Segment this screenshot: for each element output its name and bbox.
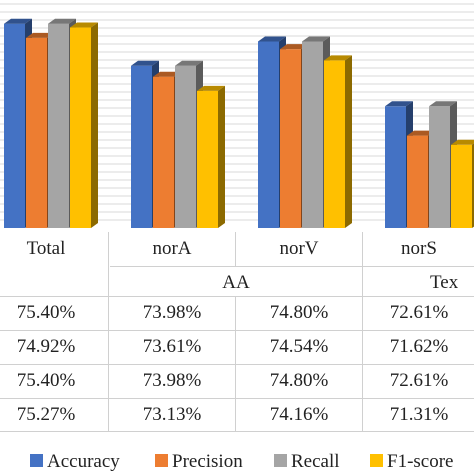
legend-label: Recall xyxy=(291,451,340,472)
bar-recall xyxy=(175,65,196,228)
bar-top-face xyxy=(26,32,54,38)
table-divider xyxy=(0,398,474,399)
bar-side-face xyxy=(218,85,225,228)
legend-label: Accuracy xyxy=(47,451,120,472)
table-divider xyxy=(0,296,474,297)
bar-top-face xyxy=(280,44,308,50)
table-cell: 71.62% xyxy=(389,336,449,357)
bar-precision xyxy=(407,135,428,228)
bar-top-face xyxy=(197,85,225,91)
table-column-divider xyxy=(235,296,236,432)
legend-label: F1-score xyxy=(387,451,454,472)
table-divider xyxy=(0,431,474,432)
bar-top-face xyxy=(131,60,159,66)
data-table: Total norA norV norS AA Tex 75.40% 73.98… xyxy=(0,232,474,432)
legend-swatch xyxy=(155,454,168,468)
table-cell: 73.13% xyxy=(142,404,202,425)
table-cell: 75.40% xyxy=(16,302,76,323)
table-cell: 74.80% xyxy=(269,370,329,391)
table-divider xyxy=(0,330,474,331)
table-cell: 74.54% xyxy=(269,336,329,357)
bar-f1-score xyxy=(451,144,472,228)
bar-f1-score xyxy=(70,27,91,229)
table-cell: 73.61% xyxy=(142,336,202,357)
bar-top-face xyxy=(4,18,32,24)
table-cell: 75.27% xyxy=(16,404,76,425)
table-column-divider xyxy=(235,232,236,266)
table-cell: 72.61% xyxy=(389,370,449,391)
category-label-nora: norA xyxy=(152,238,192,259)
bar-recall xyxy=(48,23,69,229)
group-label-tex: Tex xyxy=(430,272,459,293)
category-label-norv: norV xyxy=(279,238,319,259)
chart-plot-area xyxy=(0,3,474,229)
bar-recall xyxy=(429,106,450,228)
table-divider xyxy=(110,266,474,267)
bar-f1-score xyxy=(197,90,218,228)
bar-top-face xyxy=(70,22,98,28)
bar-precision xyxy=(280,49,301,229)
bar-top-face xyxy=(302,36,330,42)
legend-item-recall: Recall xyxy=(274,450,340,474)
bar-recall xyxy=(302,41,323,228)
table-cell: 75.40% xyxy=(16,370,76,391)
category-label-nors: norS xyxy=(401,238,437,259)
category-label-total: Total xyxy=(26,238,66,259)
bar-top-face xyxy=(324,55,352,61)
bar-top-face xyxy=(258,36,286,42)
legend-item-precision: Precision xyxy=(155,450,243,474)
bar-precision xyxy=(26,37,47,228)
bar-accuracy xyxy=(258,41,279,228)
bar-accuracy xyxy=(4,23,25,229)
bar-f1-score xyxy=(324,60,345,228)
bar-top-face xyxy=(385,101,413,107)
table-column-divider xyxy=(108,232,109,432)
bar-accuracy xyxy=(385,106,406,228)
table-cell: 74.80% xyxy=(269,302,329,323)
table-column-divider xyxy=(362,232,363,432)
table-cell: 71.31% xyxy=(389,404,449,425)
bar-top-face xyxy=(429,101,457,107)
table-cell: 73.98% xyxy=(142,370,202,391)
table-cell: 72.61% xyxy=(389,302,449,323)
bar-top-face xyxy=(451,139,474,145)
table-cell: 74.92% xyxy=(16,336,76,357)
bar-top-face xyxy=(48,18,76,24)
chart-legend: Accuracy Precision Recall F1-score xyxy=(0,448,474,474)
bar-top-face xyxy=(153,71,181,77)
bar-precision xyxy=(153,76,174,228)
bar-top-face xyxy=(407,130,435,136)
group-label-aa: AA xyxy=(222,272,250,293)
bar-side-face xyxy=(91,22,98,229)
bar-top-face xyxy=(175,60,203,66)
bar-accuracy xyxy=(131,65,152,228)
legend-item-accuracy: Accuracy xyxy=(30,450,120,474)
legend-label: Precision xyxy=(172,451,243,472)
legend-swatch xyxy=(370,454,383,468)
bar-chart xyxy=(0,0,474,232)
table-cell: 73.98% xyxy=(142,302,202,323)
bar-side-face xyxy=(345,55,352,228)
legend-item-f1-score: F1-score xyxy=(370,450,453,474)
legend-swatch xyxy=(274,454,287,468)
table-divider xyxy=(0,364,474,365)
table-cell: 74.16% xyxy=(269,404,329,425)
legend-swatch xyxy=(30,454,43,468)
